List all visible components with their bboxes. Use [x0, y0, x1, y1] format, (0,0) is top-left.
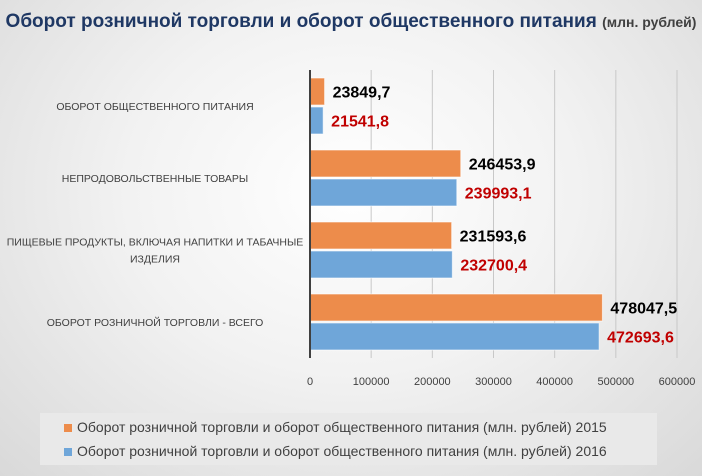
chart-title: Оборот розничной торговли и оборот общес…: [0, 8, 702, 36]
data-label: 239993,1: [465, 186, 532, 203]
tick-label: 0: [307, 376, 313, 388]
tick-label: 400000: [536, 376, 573, 388]
data-label: 21541,8: [331, 114, 389, 131]
category-label: ОБОРОТ РОЗНИЧНОЙ ТОРГОВЛИ - ВСЕГО: [47, 316, 264, 329]
bar-chart: 0 100000 200000 300000 400000 500000 600000 ОБО…: [7, 70, 696, 388]
data-label: 246453,9: [469, 157, 536, 174]
bar-2015: [309, 149, 462, 178]
tick-label: 500000: [597, 376, 634, 388]
legend-label-2016: Оборот розничной торговли и оборот общес…: [77, 443, 607, 459]
bar-2015: [309, 221, 453, 250]
category-label: НЕПРОДОВОЛЬСТВЕННЫЕ ТОВАРЫ: [62, 173, 248, 185]
bar-2016: [309, 178, 458, 207]
bar-2015: [309, 293, 603, 322]
bar-2015: [309, 77, 326, 106]
data-label: 231593,6: [460, 229, 527, 246]
data-label: 472693,6: [607, 330, 674, 347]
legend: Оборот розничной торговли и оборот общес…: [40, 413, 657, 465]
tick-label: 100000: [353, 376, 390, 388]
data-label: 478047,5: [610, 301, 677, 318]
tick-label: 300000: [475, 376, 512, 388]
bar-2016: [309, 250, 453, 279]
legend-item-2016: Оборот розничной торговли и оборот общес…: [64, 441, 607, 461]
tick-label: 200000: [414, 376, 451, 388]
legend-swatch-2016: [64, 448, 72, 457]
title-unit: (млн. рублей): [602, 14, 697, 30]
legend-swatch-2015: [64, 424, 72, 433]
bar-2016: [309, 322, 600, 351]
legend-label-2015: Оборот розничной торговли и оборот общес…: [77, 419, 607, 435]
bar-2016: [309, 106, 324, 135]
legend-item-2015: Оборот розничной торговли и оборот общес…: [64, 417, 607, 437]
tick-label: 600000: [659, 376, 696, 388]
title-main: Оборот розничной торговли и оборот общес…: [5, 11, 597, 32]
data-label: 23849,7: [333, 85, 391, 102]
category-label: ОБОРОТ ОБЩЕСТВЕННОГО ПИТАНИЯ: [56, 101, 253, 113]
category-label: ПИЩЕВЫЕ ПРОДУКТЫ, ВКЛЮЧАЯ НАПИТКИ И ТАБА…: [7, 237, 304, 266]
data-label: 232700,4: [460, 258, 527, 275]
